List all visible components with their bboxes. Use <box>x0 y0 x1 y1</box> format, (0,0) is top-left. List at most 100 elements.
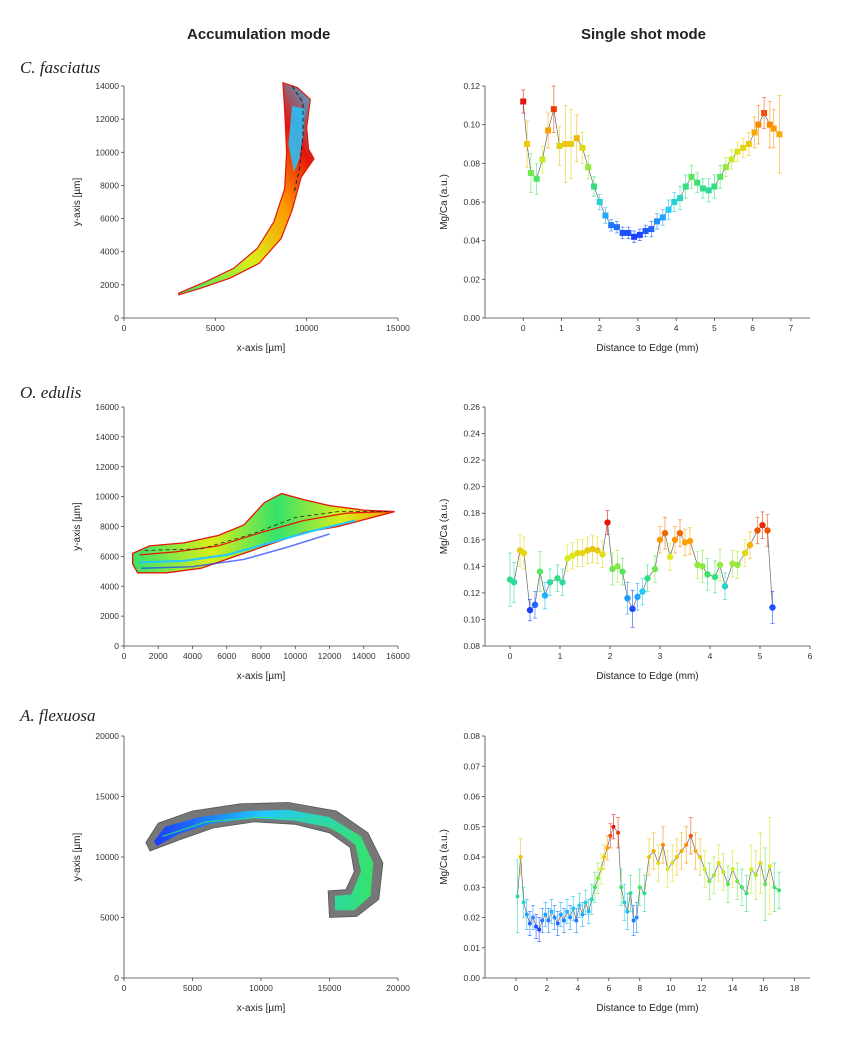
data-point <box>589 545 596 553</box>
ss3-marks <box>515 814 782 943</box>
data-point <box>619 229 626 236</box>
data-point <box>590 183 597 190</box>
x-tick-label: 4 <box>674 323 679 333</box>
data-point <box>549 909 554 914</box>
y-tick-label: 2000 <box>100 611 119 621</box>
y-tick-label: 5000 <box>100 913 119 923</box>
x-tick-label: 6000 <box>217 651 236 661</box>
data-point <box>684 842 689 847</box>
data-point <box>698 855 703 859</box>
data-point <box>573 135 580 142</box>
data-point <box>651 848 656 853</box>
data-point <box>642 891 647 896</box>
data-point <box>647 855 652 859</box>
y-tick-label: 12000 <box>95 114 119 124</box>
data-point <box>674 855 679 859</box>
data-point <box>527 921 532 926</box>
y-tick-label: 0.02 <box>463 274 480 284</box>
data-point <box>734 148 741 155</box>
data-point <box>763 882 768 887</box>
data-point <box>705 187 712 194</box>
data-point <box>602 855 607 859</box>
data-point <box>671 536 679 543</box>
data-point <box>510 579 518 586</box>
data-point <box>656 861 661 866</box>
shell-outline <box>145 802 384 918</box>
y-tick-label: 0.26 <box>463 402 480 412</box>
ss2-axes: 0 1 2 3 4 5 6 0.08 0.10 0.12 0.14 0.16 0.18 0.20 0.22 0… <box>439 402 813 682</box>
data-point <box>754 527 761 534</box>
y-tick-label: 0.08 <box>463 158 480 168</box>
data-point <box>694 561 701 569</box>
x-tick-label: 7 <box>789 323 794 333</box>
x-tick-label: 12000 <box>318 651 342 661</box>
data-point <box>654 218 661 225</box>
data-point <box>585 164 592 171</box>
map2-map <box>131 492 395 574</box>
data-point <box>543 912 548 917</box>
species-label-o-edulis: O. edulis <box>20 383 82 402</box>
data-point <box>699 563 706 570</box>
map1-map <box>178 81 315 296</box>
y-axis-label: Mg/Ca (a.u.) <box>439 499 450 555</box>
data-point <box>712 873 717 878</box>
data-point <box>515 894 520 899</box>
y-tick-label: 0.12 <box>463 588 480 598</box>
data-point <box>616 830 621 835</box>
data-point <box>711 573 719 581</box>
x-tick-label: 4 <box>575 983 580 993</box>
x-tick-label: 0 <box>122 651 127 661</box>
y-tick-label: 0.04 <box>463 852 480 862</box>
data-point <box>541 592 549 599</box>
data-point <box>608 222 615 229</box>
x-tick-label: 18 <box>790 983 800 993</box>
y-tick-label: 0 <box>114 973 119 983</box>
data-point <box>728 156 735 163</box>
data-point <box>625 909 630 914</box>
data-point <box>604 519 611 526</box>
data-point <box>571 906 576 911</box>
x-tick-label: 10000 <box>249 983 273 993</box>
data-point <box>722 164 729 171</box>
ss1-axes: 0 1 2 3 4 5 6 7 0.00 0.02 0.04 0.06 0.08 0.10 0.12 Dist… <box>439 81 810 354</box>
y-tick-label: 6000 <box>100 214 119 224</box>
y-tick-label: 0.16 <box>463 535 480 545</box>
y-tick-label: 16000 <box>95 402 119 412</box>
data-point <box>716 861 721 866</box>
map2-axes: 0 2000 4000 6000 8000 10000 12000 14000 16000 0 20… <box>72 402 410 682</box>
data-point <box>751 129 758 136</box>
y-axis-label: Mg/Ca (a.u.) <box>439 829 450 885</box>
x-tick-label: 8000 <box>252 651 271 661</box>
y-axis-label: y-axis [µm] <box>72 502 83 551</box>
data-point <box>589 897 594 902</box>
data-point <box>729 560 736 567</box>
data-point <box>556 142 563 149</box>
data-point <box>565 909 570 914</box>
x-tick-label: 4 <box>708 651 713 661</box>
x-tick-label: 2 <box>608 651 613 661</box>
data-point <box>564 555 571 562</box>
data-point <box>660 842 665 847</box>
data-point <box>631 233 638 240</box>
data-point <box>686 537 694 545</box>
data-point <box>628 891 633 896</box>
data-point <box>682 183 689 190</box>
y-tick-label: 0.10 <box>463 120 480 130</box>
data-point <box>637 885 642 890</box>
data-point <box>545 127 552 134</box>
x-tick-label: 0 <box>514 983 519 993</box>
y-tick-label: 15000 <box>95 792 119 802</box>
x-tick-label: 4000 <box>183 651 202 661</box>
data-point <box>596 199 603 205</box>
shell-shape <box>178 81 315 296</box>
trend-line <box>517 826 780 931</box>
transect-line <box>291 85 304 194</box>
data-point <box>755 121 762 128</box>
data-point <box>531 601 539 609</box>
data-point <box>586 909 591 914</box>
data-point <box>613 224 620 231</box>
data-point <box>534 924 539 929</box>
y-tick-label: 0.04 <box>463 236 480 246</box>
x-tick-label: 15000 <box>318 983 342 993</box>
